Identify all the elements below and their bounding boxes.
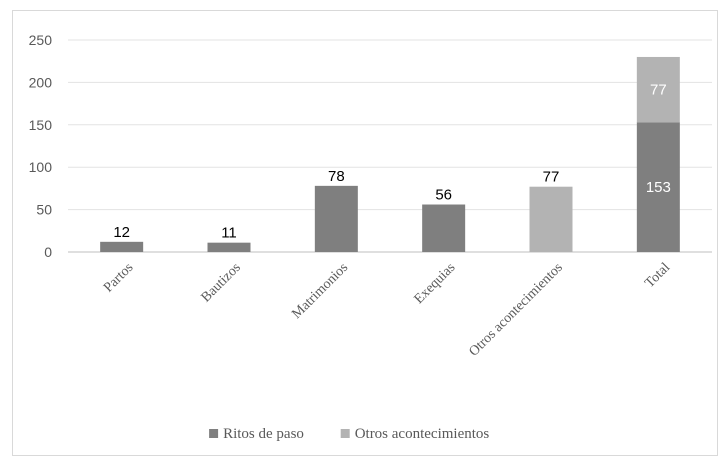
bar-ritos-de-paso: [314, 185, 358, 252]
y-tick-label: 50: [36, 202, 52, 218]
data-label: 56: [435, 187, 452, 204]
y-tick-label: 250: [29, 32, 53, 48]
category-label: Bautizos: [199, 260, 244, 305]
bar-ritos-de-paso: [636, 122, 680, 252]
legend-swatch: [209, 429, 219, 438]
y-tick-label: 0: [44, 244, 52, 260]
y-tick-label: 150: [29, 117, 53, 133]
legend-label: Ritos de paso: [223, 426, 304, 442]
bar-otros-acontecimientos: [636, 56, 680, 123]
category-label: Partos: [101, 260, 136, 295]
data-label: 77: [650, 82, 667, 99]
y-tick-label: 100: [29, 159, 53, 175]
legend-label: Otros acontecimientos: [355, 426, 490, 442]
legend-swatch: [340, 429, 350, 438]
data-label: 78: [328, 168, 345, 185]
data-label: 12: [113, 224, 130, 241]
data-label: 77: [543, 169, 560, 186]
bar-ritos-de-paso: [422, 204, 466, 252]
chart-border: [12, 10, 718, 456]
data-label: 11: [221, 225, 237, 242]
bar-otros-acontecimientos: [529, 186, 573, 252]
category-label: Exequias: [412, 260, 459, 307]
category-label: Total: [642, 260, 673, 291]
category-label: Otros acontecimientos: [466, 260, 565, 359]
data-label: 153: [646, 179, 671, 196]
category-label: Matrimonios: [289, 260, 351, 322]
bar-ritos-de-paso: [100, 241, 144, 252]
y-tick-label: 200: [29, 74, 53, 90]
bar-ritos-de-paso: [207, 242, 251, 252]
